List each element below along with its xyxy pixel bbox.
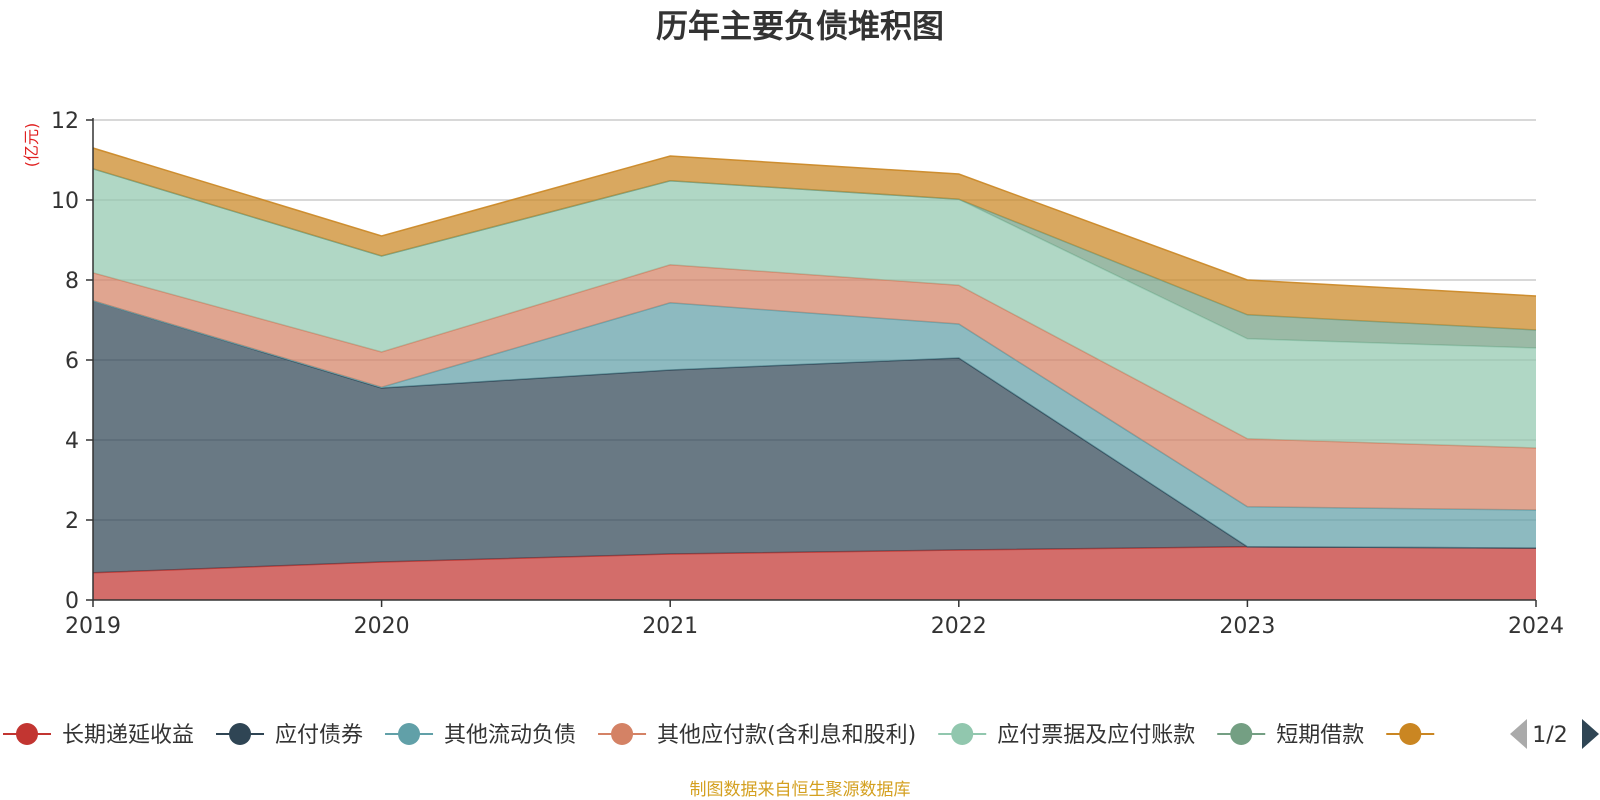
- y-axis-unit: (亿元): [22, 123, 41, 168]
- legend-label: 长期递延收益: [62, 723, 194, 748]
- y-tick-label: 10: [51, 189, 79, 214]
- legend-label: 应付债券: [275, 723, 363, 748]
- area-series-3: [93, 264, 1536, 510]
- area-series-2: [93, 300, 1536, 548]
- legend-item[interactable]: 长期递延收益: [3, 723, 194, 748]
- legend-page-indicator: 1/2: [1532, 723, 1567, 748]
- y-tick-label: 4: [65, 429, 79, 454]
- legend-item[interactable]: 其他流动负债: [385, 723, 576, 748]
- legend-item[interactable]: 应付债券: [216, 723, 363, 748]
- legend-item[interactable]: 其他应付款(含利息和股利): [598, 723, 916, 748]
- legend-item[interactable]: [1386, 723, 1435, 745]
- legend-pager: 1/2: [1510, 719, 1599, 749]
- stacked-areas: [92, 147, 1537, 600]
- legend-label: 短期借款: [1276, 723, 1364, 748]
- legend-item[interactable]: 短期借款: [1217, 723, 1364, 748]
- chart-title: 历年主要负债堆积图: [656, 7, 944, 45]
- legend-items: 长期递延收益 应付债券 其他流动负债 其他应付款(含利息和股利) 应付票据及应付账款 短期…: [3, 723, 1435, 748]
- area-series-6: [93, 148, 1536, 330]
- y-tick-label: 8: [65, 269, 79, 294]
- y-tick-label: 2: [65, 509, 79, 534]
- area-series-1: [93, 300, 1536, 573]
- legend-label: 应付票据及应付账款: [997, 723, 1195, 748]
- legend-marker-icon: [1230, 723, 1253, 745]
- x-tick-label: 2021: [642, 614, 698, 639]
- source-note: 制图数据来自恒生聚源数据库: [690, 780, 911, 800]
- x-tick-label: 2022: [931, 614, 987, 639]
- legend-marker-icon: [229, 723, 252, 745]
- x-tick-label: 2020: [354, 614, 410, 639]
- y-tick-label: 0: [65, 589, 79, 614]
- area-line-6: [92, 147, 1537, 297]
- legend-item[interactable]: 应付票据及应付账款: [938, 723, 1195, 748]
- x-tick-label: 2024: [1508, 614, 1564, 639]
- area-series-4: [93, 168, 1536, 449]
- legend-label: 其他应付款(含利息和股利): [657, 723, 916, 748]
- legend-prev-icon[interactable]: [1510, 719, 1527, 749]
- x-tick-label: 2023: [1219, 614, 1275, 639]
- axes: 0 2 4 6 8 10 12 2019 2020 2021 2022 2023 2024: [51, 109, 1564, 639]
- legend-marker-icon: [16, 723, 38, 745]
- y-tick-label: 12: [51, 109, 79, 134]
- legend-next-icon[interactable]: [1582, 719, 1599, 749]
- legend: 长期递延收益 应付债券 其他流动负债 其他应付款(含利息和股利) 应付票据及应付账款 短期…: [3, 723, 1435, 748]
- legend-label: 其他流动负债: [444, 723, 576, 748]
- legend-marker-icon: [951, 723, 974, 745]
- legend-marker-icon: [1399, 723, 1422, 745]
- x-tick-label: 2019: [65, 614, 121, 639]
- legend-marker-icon: [611, 723, 634, 745]
- y-tick-label: 6: [65, 349, 79, 374]
- area-series-5: [93, 168, 1536, 348]
- legend-marker-icon: [398, 723, 421, 745]
